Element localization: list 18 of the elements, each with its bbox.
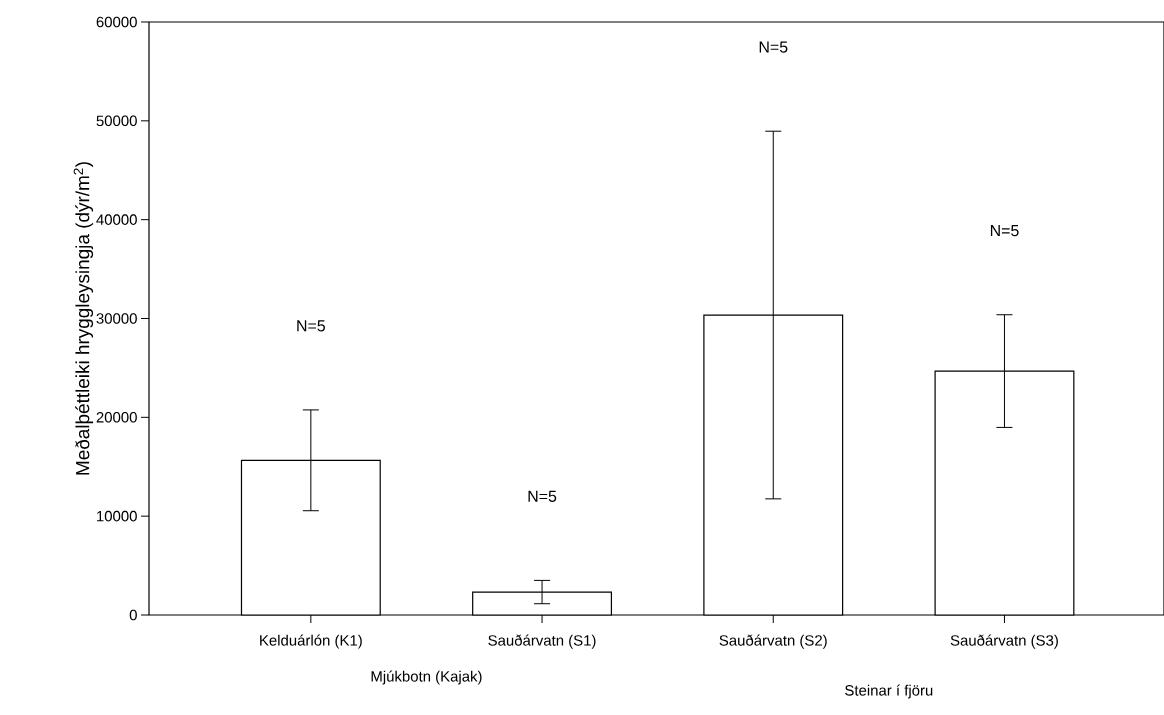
- text: Steinar í fjöru: [845, 684, 933, 699]
- y-tick-label: 30000: [96, 313, 137, 324]
- x-tick-label: Sauðárvatn (S1): [488, 634, 596, 649]
- annotation: N=5: [759, 41, 788, 53]
- y-tick-label: 10000: [97, 510, 137, 522]
- y-axis-title: Meðalþéttleiki hryggleysingja (dýr/m$^{2}$): [73, 162, 94, 475]
- x-tick-label: Sauðárvatn (S3): [950, 634, 1058, 649]
- x-tick-label: Sauðárvatn (S2): [719, 634, 827, 649]
- y-tick-label: 20000: [96, 412, 137, 423]
- y-tick-label: 0: [129, 609, 137, 621]
- y-tick-label: 40000: [96, 214, 137, 225]
- y-tick-label: 60000: [96, 16, 137, 28]
- text: Mjúkbotn (Kajak): [371, 670, 482, 685]
- annotation: N=5: [528, 490, 557, 502]
- y-tick-label: 50000: [96, 115, 137, 127]
- annotation: N=5: [297, 320, 326, 332]
- x-tick-label: Kelduárlón (K1): [260, 634, 362, 649]
- annotation: N=5: [990, 225, 1019, 237]
